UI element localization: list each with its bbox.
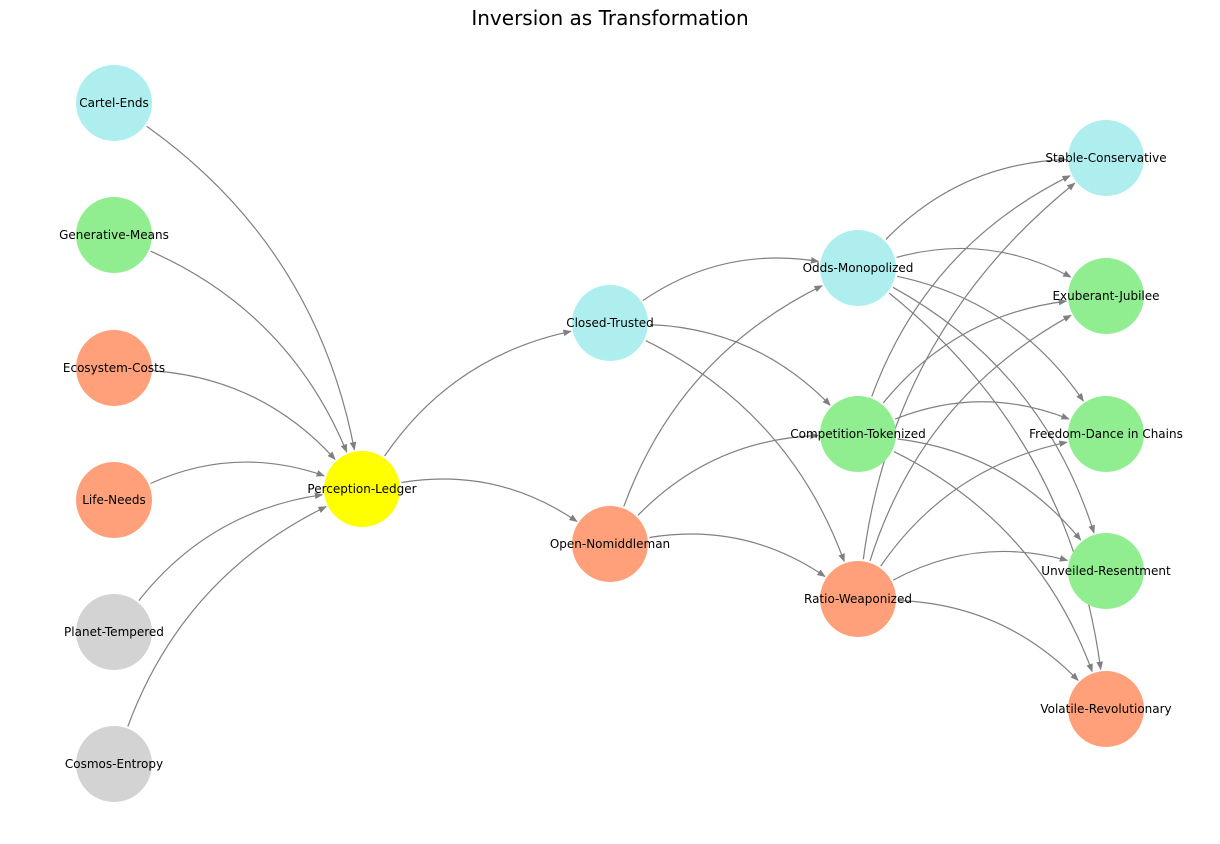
edge-life-to-perc	[150, 461, 325, 485]
node-gen-label: Generative-Means	[59, 228, 169, 242]
node-ratio-label: Ratio-Weaponized	[804, 592, 912, 606]
node-life-circle	[76, 462, 152, 538]
node-cartel-label: Cartel-Ends	[79, 96, 148, 110]
node-odds: Odds-Monopolized	[803, 230, 914, 306]
node-volatile-circle	[1068, 671, 1144, 747]
node-exuberant-label: Exuberant-Jubilee	[1052, 289, 1159, 303]
node-exuberant: Exuberant-Jubilee	[1052, 258, 1160, 334]
node-comp-circle	[820, 396, 896, 472]
edge-perc-to-open	[401, 478, 578, 522]
node-eco-label: Ecosystem-Costs	[63, 361, 165, 375]
node-exuberant-circle	[1068, 258, 1144, 334]
node-unveiled: Unveiled-Resentment	[1041, 533, 1171, 609]
edge-comp-to-freedom	[894, 401, 1070, 420]
node-comp-label: Competition-Tokenized	[790, 427, 925, 441]
node-ratio-circle	[820, 561, 896, 637]
node-freedom: Freedom-Dance in Chains	[1029, 396, 1183, 472]
edge-odds-to-unveiled	[892, 286, 1095, 534]
edge-comp-to-unveiled	[897, 438, 1082, 541]
node-perc-circle	[324, 451, 400, 527]
edge-cartel-to-perc	[146, 125, 357, 451]
edge-odds-to-volatile	[888, 292, 1104, 671]
node-eco: Ecosystem-Costs	[63, 330, 165, 406]
node-cartel: Cartel-Ends	[76, 65, 152, 141]
edge-ratio-to-freedom	[880, 440, 1068, 567]
node-life-label: Life-Needs	[82, 493, 146, 507]
node-perc: Perception-Ledger	[307, 451, 417, 527]
edge-cosmos-to-perc	[127, 506, 327, 727]
node-comp: Competition-Tokenized	[790, 396, 926, 472]
edge-perc-to-closed	[384, 329, 572, 457]
node-stable: Stable-Conservative	[1045, 120, 1167, 196]
edge-closed-to-odds	[642, 256, 820, 301]
node-eco-circle	[76, 330, 152, 406]
edge-open-to-ratio	[649, 533, 826, 577]
edge-comp-to-stable	[871, 175, 1071, 397]
node-volatile: Volatile-Revolutionary	[1040, 671, 1172, 747]
diagram-title: Inversion as Transformation	[471, 6, 749, 30]
node-volatile-label: Volatile-Revolutionary	[1040, 702, 1171, 716]
node-cosmos-circle	[76, 726, 152, 802]
node-open: Open-Nomiddleman	[550, 506, 670, 582]
edge-planet-to-perc	[138, 492, 324, 601]
node-planet-circle	[76, 594, 152, 670]
edge-ratio-to-exuberant	[869, 314, 1072, 562]
edge-comp-to-volatile	[893, 451, 1093, 673]
node-stable-circle	[1068, 120, 1144, 196]
edge-ratio-to-unveiled	[892, 550, 1069, 581]
node-life: Life-Needs	[76, 462, 152, 538]
edge-odds-to-stable	[885, 156, 1067, 240]
edge-ratio-to-stable	[862, 182, 1076, 560]
node-closed-circle	[572, 285, 648, 361]
node-unveiled-label: Unveiled-Resentment	[1041, 564, 1171, 578]
edges-layer	[127, 125, 1104, 727]
node-gen: Generative-Means	[59, 197, 169, 273]
node-freedom-label: Freedom-Dance in Chains	[1029, 427, 1183, 441]
node-open-circle	[572, 506, 648, 582]
node-stable-label: Stable-Conservative	[1045, 151, 1166, 165]
node-planet-label: Planet-Tempered	[64, 625, 164, 639]
edge-odds-to-exuberant	[896, 247, 1072, 278]
edge-gen-to-perc	[150, 250, 348, 453]
node-cosmos: Cosmos-Entropy	[65, 726, 163, 802]
node-cartel-circle	[76, 65, 152, 141]
node-ratio: Ratio-Weaponized	[804, 561, 912, 637]
edge-ratio-to-volatile	[897, 599, 1079, 682]
node-planet: Planet-Tempered	[64, 594, 164, 670]
node-odds-label: Odds-Monopolized	[803, 261, 914, 275]
node-closed: Closed-Trusted	[566, 285, 654, 361]
node-closed-label: Closed-Trusted	[566, 316, 654, 330]
edge-closed-to-ratio	[645, 340, 845, 563]
edge-closed-to-comp	[649, 324, 831, 406]
edge-comp-to-exuberant	[882, 298, 1068, 404]
edge-open-to-comp	[637, 432, 819, 516]
edge-eco-to-perc	[153, 370, 336, 461]
nodes-layer: Cosmos-Entropy Planet-Tempered Life-Needs E…	[59, 65, 1183, 802]
edge-odds-to-freedom	[896, 275, 1084, 402]
node-cosmos-label: Cosmos-Entropy	[65, 757, 163, 771]
node-freedom-circle	[1068, 396, 1144, 472]
node-perc-label: Perception-Ledger	[307, 482, 416, 496]
node-odds-circle	[820, 230, 896, 306]
node-unveiled-circle	[1068, 533, 1144, 609]
edge-open-to-odds	[623, 285, 823, 507]
node-gen-circle	[76, 197, 152, 273]
node-open-label: Open-Nomiddleman	[550, 537, 670, 551]
